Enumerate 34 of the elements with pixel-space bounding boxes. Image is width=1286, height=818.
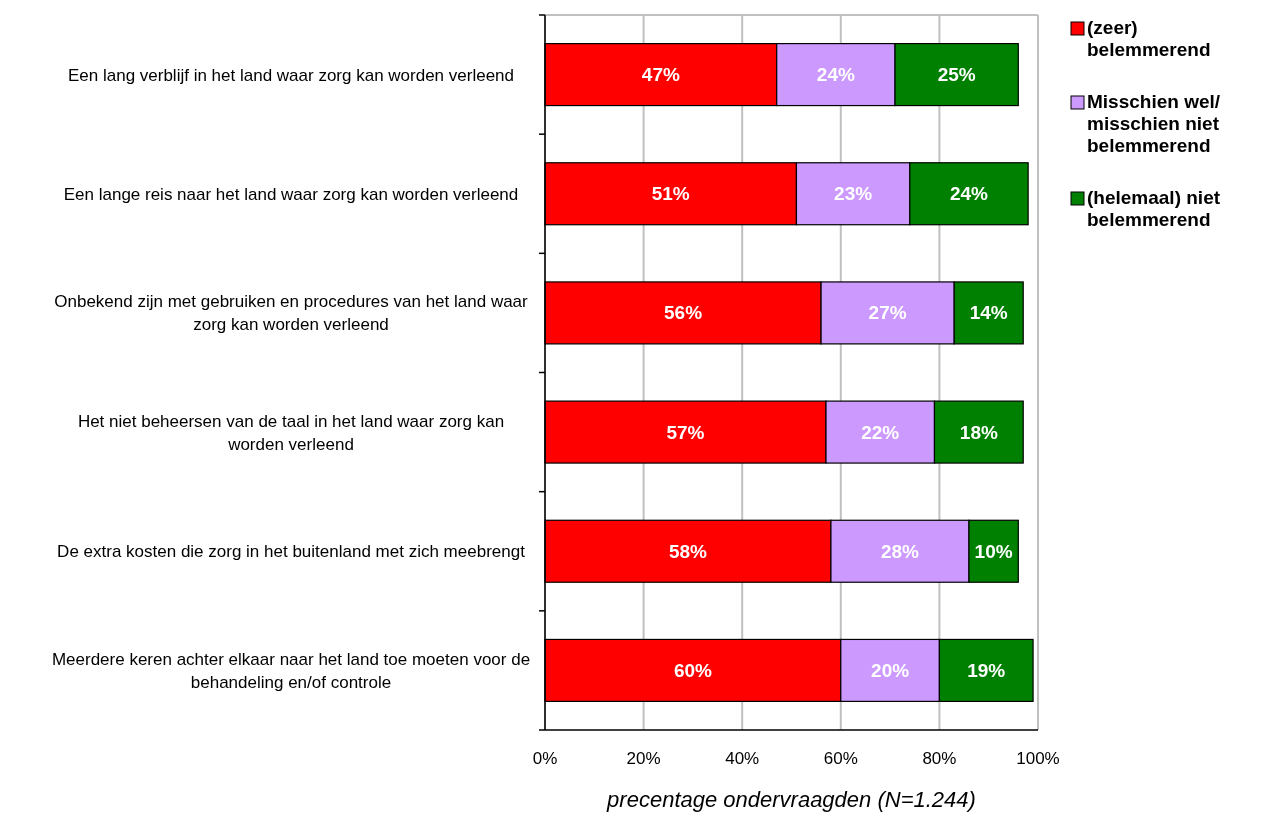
- y-tick-label: Het niet beheersen van de taal in het land waar zorg kan worden verleend: [77, 411, 505, 454]
- y-tick-label: De extra kosten die zorg in het buitenland met zich meebrengt: [57, 541, 526, 561]
- x-tick-label: 20%: [626, 749, 661, 768]
- data-label: 20%: [871, 659, 910, 681]
- x-tick-label: 40%: [725, 749, 760, 768]
- data-label: 10%: [974, 540, 1013, 562]
- data-label: 24%: [949, 183, 989, 205]
- x-axis-title: precentage ondervraagden (N=1.244): [606, 787, 976, 812]
- data-label: 19%: [967, 659, 1006, 681]
- data-label: 57%: [666, 421, 705, 443]
- data-label: 47%: [641, 64, 680, 86]
- y-tick-label: Onbekend zijn met gebruiken en procedures van het land waar zorg kan worden verleend: [54, 291, 529, 334]
- data-label: 27%: [868, 302, 907, 324]
- data-label: 60%: [673, 659, 713, 681]
- legend-label: (zeer) belemmerend: [1087, 17, 1211, 60]
- data-label: 51%: [651, 183, 690, 205]
- x-tick-label: 0%: [532, 749, 558, 768]
- data-label: 18%: [959, 421, 998, 443]
- y-tick-label: Een lange reis naar het land waar zorg kan worden verleend: [63, 184, 519, 204]
- y-tick-label: Een lang verblijf in het land waar zorg kan worden verleend: [67, 65, 515, 85]
- data-label: 22%: [861, 421, 900, 443]
- data-label: 24%: [816, 64, 855, 86]
- legend-label: (helemaal) niet belemmerend: [1087, 187, 1221, 230]
- data-label: 25%: [937, 64, 976, 86]
- data-label: 56%: [664, 302, 703, 324]
- x-tick-label: 60%: [823, 749, 858, 768]
- x-tick-label: 100%: [1016, 749, 1060, 768]
- data-label: 14%: [969, 302, 1008, 324]
- data-label: 28%: [880, 540, 920, 562]
- legend-label: Misschien wel/ misschien niet belemmerend: [1087, 91, 1221, 156]
- data-label: 58%: [668, 540, 708, 562]
- y-tick-label: Meerdere keren achter elkaar naar het land toe moeten voor de behandeling en/of controle: [51, 649, 531, 692]
- x-tick-label: 80%: [922, 749, 957, 768]
- data-label: 23%: [834, 183, 873, 205]
